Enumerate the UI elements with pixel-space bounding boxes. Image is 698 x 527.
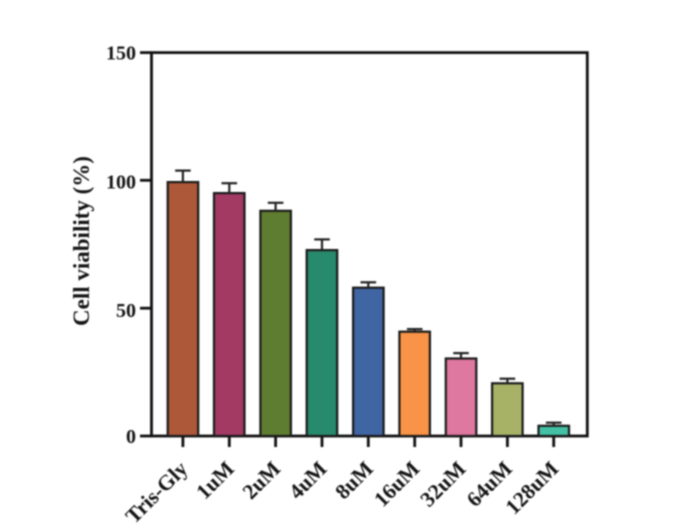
svg-text:Cell viability (%): Cell viability (%) [69,156,94,326]
svg-text:150: 150 [106,43,136,65]
svg-text:100: 100 [106,172,136,194]
svg-text:0: 0 [126,426,136,448]
svg-text:50: 50 [116,300,136,322]
